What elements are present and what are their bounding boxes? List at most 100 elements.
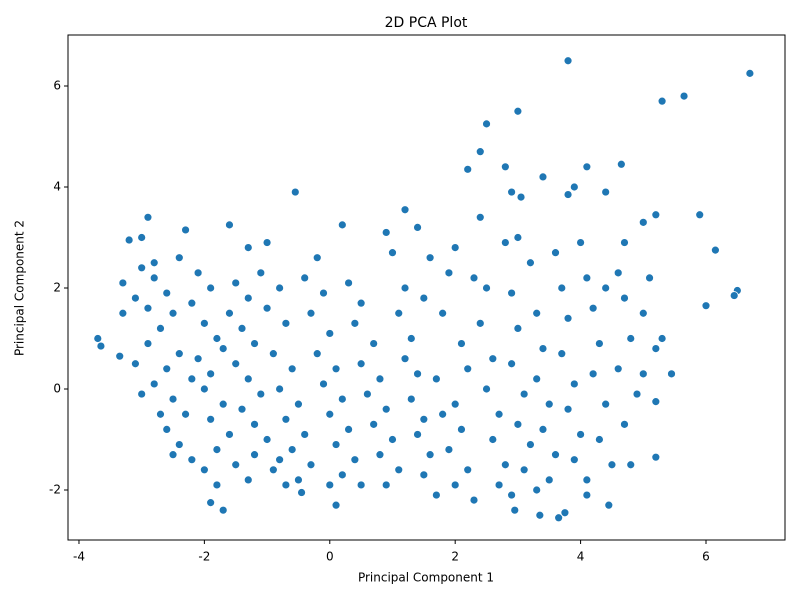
point [582,490,592,500]
point [356,480,366,490]
point [250,339,259,348]
point [729,291,739,300]
point [375,374,385,384]
x-tick-label: -2 [198,550,210,564]
point [287,364,297,374]
point [651,397,661,407]
point [243,475,253,485]
point [388,435,397,444]
point [463,164,473,174]
point [174,440,184,449]
point [243,243,253,253]
point [450,480,460,490]
point [400,283,410,293]
point [482,119,491,129]
point [526,440,535,449]
point [457,339,466,348]
point [438,409,448,419]
point [450,399,460,409]
x-tick-label: -4 [73,550,85,564]
point [500,238,510,247]
point [507,288,517,298]
point [711,245,720,255]
point [419,470,429,480]
point [174,349,184,359]
point [143,339,153,348]
point [300,273,310,283]
point [532,308,542,318]
point [256,268,266,278]
point [275,283,285,293]
point [137,233,147,242]
point [218,344,228,354]
point [469,273,479,283]
point [337,394,347,404]
y-tick-label: -2 [49,483,61,497]
x-axis-label: Principal Component 1 [358,571,494,585]
point [482,283,491,293]
point [613,268,623,278]
point [181,409,190,419]
point [394,308,404,318]
point [231,460,241,470]
point [225,430,234,439]
point [551,248,560,258]
x-tick-label: 4 [577,550,585,564]
y-tick-label: 4 [53,180,61,194]
point [325,329,335,338]
point [131,359,140,369]
point [607,460,617,470]
point [620,238,629,247]
point [413,430,422,439]
point [563,313,573,323]
point [576,430,585,439]
point [174,253,184,263]
point [206,283,216,293]
point [507,359,517,369]
point [582,273,592,283]
point [494,480,504,490]
point [124,235,134,245]
point [657,96,667,106]
point [294,399,303,409]
point [535,510,545,520]
point [604,500,614,510]
point [638,369,648,379]
point [425,450,435,460]
point [115,351,125,361]
point [319,288,328,298]
point [419,293,429,303]
point [516,192,526,202]
point [218,505,228,515]
point [554,513,564,523]
point [551,450,560,460]
point [475,212,485,222]
point [312,253,322,263]
point [582,475,592,485]
point [544,399,554,409]
point [206,498,216,508]
point [394,465,404,475]
point [450,243,460,253]
point [149,258,159,268]
point [576,238,585,247]
point [149,379,159,389]
point [406,334,416,343]
point [168,308,178,318]
point [513,106,523,116]
point [557,283,567,293]
point [431,490,441,500]
point [638,308,648,318]
point [212,334,222,343]
point [582,162,592,172]
point [413,369,422,379]
point [212,480,222,490]
point [369,339,379,348]
point [262,238,272,247]
point [381,404,391,414]
point [344,425,353,434]
point [193,354,203,364]
point [118,278,128,288]
point [388,248,397,258]
